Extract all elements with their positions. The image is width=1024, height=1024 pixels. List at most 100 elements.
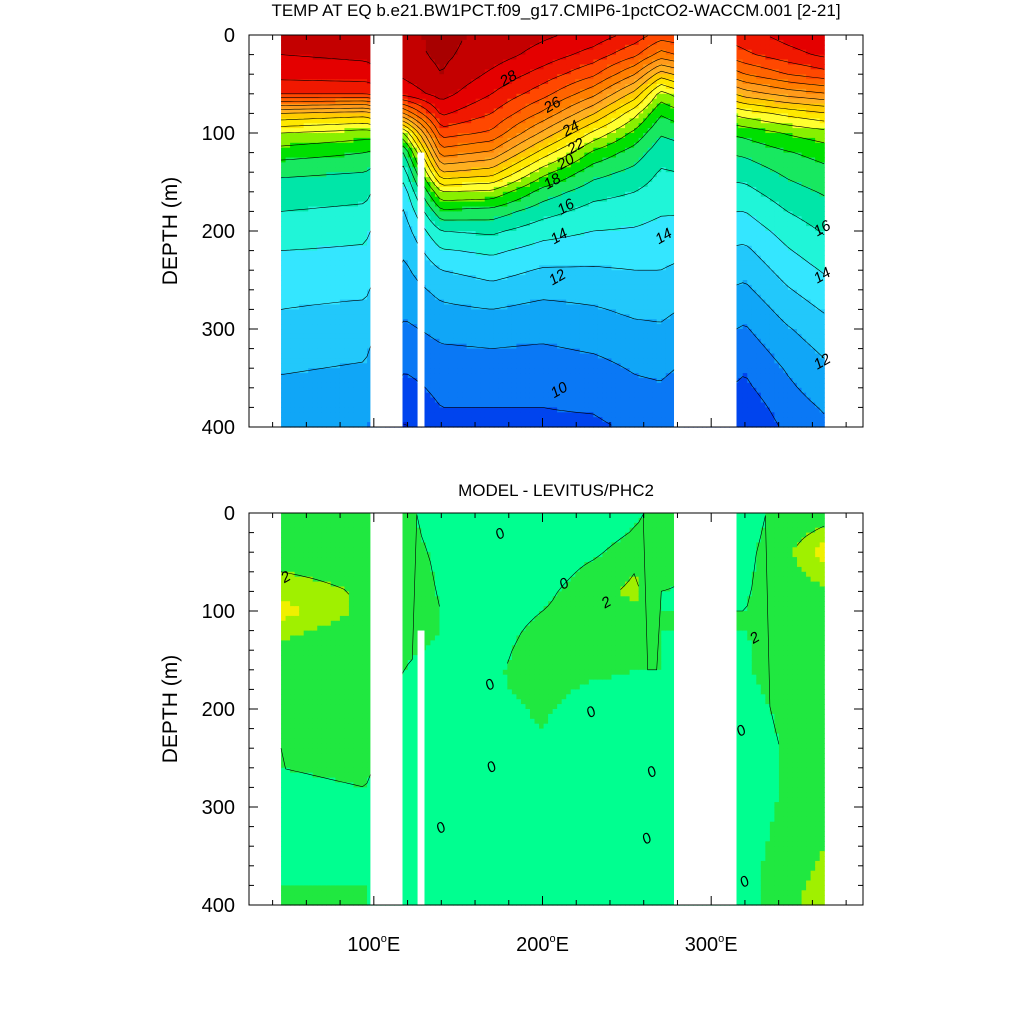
field-cell [281,319,287,325]
field-cell [362,373,368,379]
field-cell [348,309,355,315]
field-cell [403,147,409,154]
field-cell [348,417,355,423]
field-cell [525,221,531,227]
field-cell [557,167,563,173]
field-cell [471,123,477,129]
field-cell [520,103,527,110]
field-cell [548,196,554,203]
field-cell [317,162,323,168]
field-cell [543,397,549,404]
field-cell [489,79,495,85]
field-cell [511,231,518,237]
field-cell [520,177,527,183]
field-cell [434,329,441,335]
field-cell [317,407,323,413]
field-cell [344,368,350,374]
field-cell [326,137,332,144]
field-cell [367,137,373,144]
field-cell [321,373,327,379]
field-cell [511,387,518,394]
field-cell [303,343,309,350]
field-cell [520,382,527,389]
field-cell [552,39,558,46]
field-cell [520,172,527,178]
field-cell [448,289,454,296]
field-cell [403,397,409,404]
field-cell [498,44,504,51]
field-cell [507,412,513,418]
field-cell [425,128,432,134]
field-cell [557,186,563,193]
field-cell [475,162,481,168]
field-cell [493,353,499,359]
field-cell [453,216,459,222]
field-cell [484,79,490,85]
field-cell [520,64,527,70]
field-cell [493,191,499,198]
field-cell [502,338,508,345]
field-cell [317,402,323,408]
field-cell [290,265,296,271]
field-cell [430,93,436,100]
field-cell [453,348,459,355]
field-cell [493,304,499,310]
field-cell [552,280,558,286]
field-cell [489,373,495,379]
field-cell [353,265,359,271]
field-cell [407,338,413,345]
field-cell [303,113,309,119]
field-cell [317,348,323,355]
field-cell [543,88,549,95]
field-cell [362,309,368,315]
field-cell [348,407,355,413]
field-cell [294,172,300,178]
field-cell [403,275,409,281]
field-cell [285,162,291,168]
field-cell [353,103,359,110]
field-cell [516,35,522,41]
field-cell [534,152,540,159]
field-cell [339,133,346,139]
field-cell [462,314,468,320]
field-cell [457,358,463,364]
field-cell [561,152,567,159]
field-cell [303,299,309,306]
field-cell [358,240,364,247]
field-cell [330,289,336,296]
field-cell [299,240,305,247]
field-cell [434,98,441,105]
field-cell [489,191,495,198]
field-cell [281,167,287,173]
field-cell [358,128,364,134]
field-cell [493,314,499,320]
field-cell [520,284,527,291]
field-cell [439,54,445,61]
field-cell [457,392,463,399]
field-cell [353,348,359,355]
field-cell [425,275,432,281]
field-cell [539,64,545,70]
field-cell [335,211,341,217]
field-cell [412,382,418,389]
field-cell [299,265,305,271]
field-cell [453,54,459,61]
field-cell [362,304,368,310]
field-cell [489,88,495,95]
field-cell [502,103,508,110]
field-cell [466,314,472,320]
field-cell [548,407,554,413]
field-cell [525,231,531,237]
field-cell [308,142,314,149]
field-cell [367,196,373,203]
field-cell [498,417,504,423]
field-cell [511,221,518,227]
field-cell [480,226,486,232]
field-cell [421,39,427,46]
field-cell [444,294,450,301]
field-cell [557,319,563,325]
field-cell [339,260,346,266]
field-cell [281,324,287,330]
field-cell [534,353,540,359]
field-cell [548,299,554,306]
